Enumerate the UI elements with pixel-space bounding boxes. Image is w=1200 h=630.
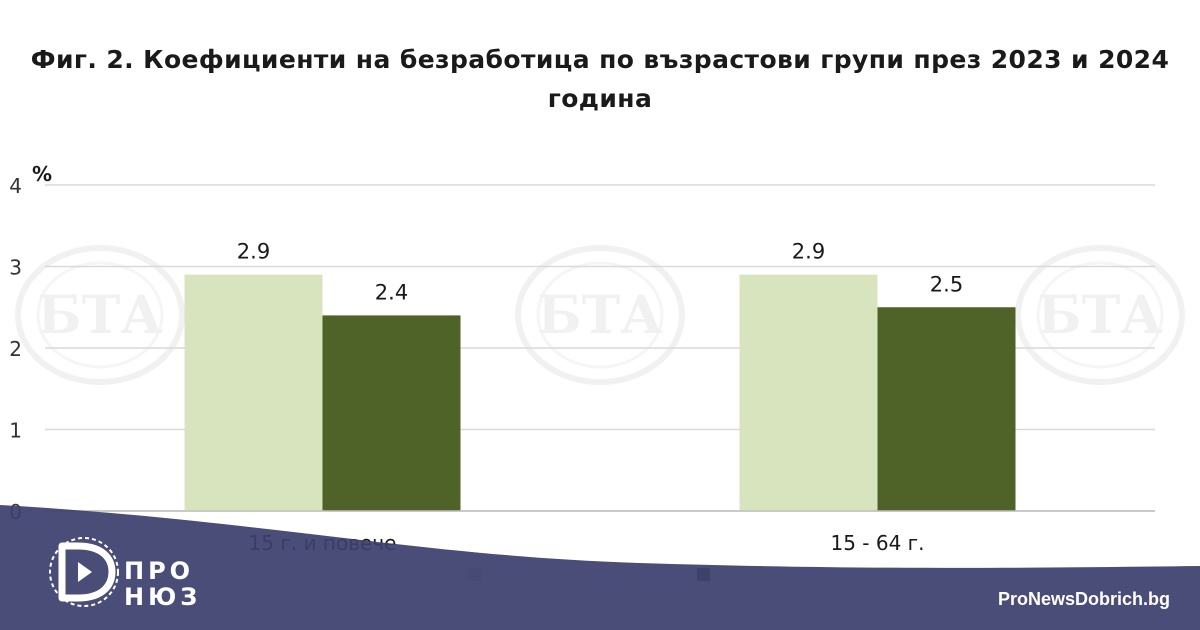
bar-2023-1 xyxy=(184,274,323,511)
y-tick-label: 3 xyxy=(9,256,22,280)
watermark-text: БТА xyxy=(37,285,162,346)
value-label: 2.4 xyxy=(375,280,408,304)
value-label: 2.9 xyxy=(237,240,270,264)
footer-wave xyxy=(0,505,1200,630)
bar-2024-1 xyxy=(322,315,461,511)
logo-line-1: ПРО xyxy=(124,557,195,585)
logo-icon xyxy=(49,537,119,607)
y-tick-label: 4 xyxy=(9,174,22,198)
category-label: 15 - 64 г. xyxy=(830,531,924,555)
bars xyxy=(184,274,1016,511)
site-url: ProNewsDobrich.bg xyxy=(997,589,1170,609)
bar-2024-2 xyxy=(877,307,1016,511)
y-tick-label: 2 xyxy=(9,337,22,361)
watermark-layer: БТА БТА БТА xyxy=(15,245,1185,385)
chart-title: Фиг. 2. Коефициенти на безработица по въ… xyxy=(30,45,1170,113)
watermark-text: БТА xyxy=(1037,285,1162,346)
logo-text: ПРО НЮЗ xyxy=(124,558,204,610)
value-label: 2.9 xyxy=(792,240,825,264)
value-label-bg xyxy=(361,277,422,306)
y-axis-unit-label: % xyxy=(32,162,52,186)
bar-value-labels: 2.9 2.4 2.9 2.5 xyxy=(223,236,977,306)
value-label: 2.5 xyxy=(930,272,963,296)
bar-2023-2 xyxy=(739,274,878,511)
logo-line-2: НЮЗ xyxy=(124,583,202,611)
watermark-bta-logo: БТА xyxy=(15,245,185,385)
watermark-text: БТА xyxy=(537,285,662,346)
watermark-bta-logo: БТА xyxy=(515,245,685,385)
value-label-bg xyxy=(916,269,977,298)
y-tick-label: 1 xyxy=(9,419,22,443)
watermark-bta-logo: БТА xyxy=(1015,245,1185,385)
value-label-bg xyxy=(778,236,839,265)
value-label-bg xyxy=(223,236,284,265)
